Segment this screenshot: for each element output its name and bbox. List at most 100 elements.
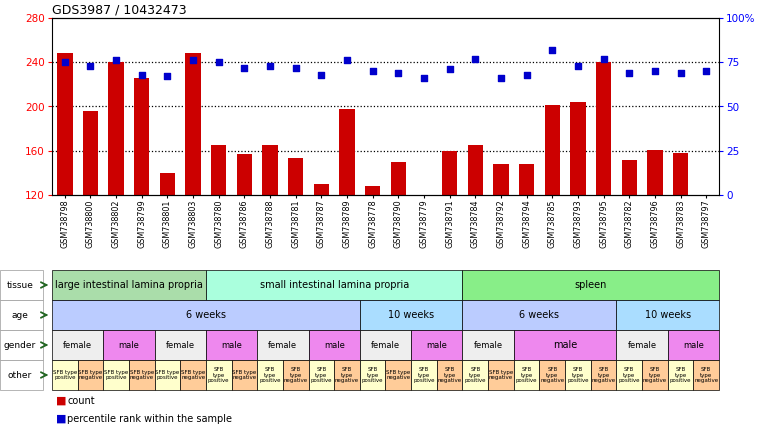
Point [623, 69, 636, 76]
Text: 10 weeks: 10 weeks [388, 310, 434, 320]
Text: SFB
type
positive: SFB type positive [259, 367, 281, 383]
Bar [390, 162, 406, 195]
Point [444, 66, 456, 73]
Bar [519, 164, 534, 195]
Text: SFB type
negative: SFB type negative [79, 369, 102, 381]
Point [469, 55, 481, 62]
Point [161, 73, 173, 80]
Text: SFB type
negative: SFB type negative [232, 369, 257, 381]
Text: SFB type
negative: SFB type negative [386, 369, 410, 381]
Point [110, 57, 122, 64]
Text: male: male [553, 340, 577, 350]
Bar [83, 111, 99, 195]
Text: female: female [627, 341, 656, 349]
Text: 6 weeks: 6 weeks [186, 310, 226, 320]
Text: 6 weeks: 6 weeks [520, 310, 559, 320]
Bar [186, 53, 201, 195]
Text: SFB
type
positive: SFB type positive [208, 367, 229, 383]
Point [546, 46, 558, 53]
Text: female: female [474, 341, 503, 349]
Bar [160, 173, 175, 195]
Text: SFB
type
positive: SFB type positive [413, 367, 435, 383]
Text: SFB
type
negative: SFB type negative [438, 367, 461, 383]
Point [700, 67, 712, 75]
Text: age: age [11, 310, 28, 320]
Bar [673, 153, 688, 195]
Bar [108, 62, 124, 195]
Point [675, 69, 687, 76]
Point [187, 57, 199, 64]
Text: male: male [683, 341, 704, 349]
Bar [416, 195, 432, 196]
Point [367, 67, 379, 75]
Text: SFB type
negative: SFB type negative [489, 369, 513, 381]
Text: male: male [324, 341, 345, 349]
Point [316, 71, 328, 78]
Bar [262, 145, 278, 195]
Bar [442, 151, 458, 195]
Point [597, 55, 610, 62]
Text: SFB type
positive: SFB type positive [53, 369, 77, 381]
Text: small intestinal lamina propria: small intestinal lamina propria [260, 280, 409, 290]
Point [341, 57, 353, 64]
Point [520, 71, 533, 78]
Text: SFB type
negative: SFB type negative [181, 369, 206, 381]
Text: SFB type
positive: SFB type positive [104, 369, 128, 381]
Text: percentile rank within the sample: percentile rank within the sample [67, 414, 232, 424]
Point [649, 67, 661, 75]
Text: SFB
type
negative: SFB type negative [694, 367, 718, 383]
Text: tissue: tissue [6, 281, 33, 289]
Text: male: male [221, 341, 242, 349]
Text: female: female [63, 341, 92, 349]
Text: male: male [118, 341, 139, 349]
Text: SFB
type
positive: SFB type positive [311, 367, 332, 383]
Text: SFB
type
negative: SFB type negative [540, 367, 565, 383]
Point [136, 71, 148, 78]
Text: SFB
type
negative: SFB type negative [283, 367, 308, 383]
Bar [468, 145, 483, 195]
Text: other: other [8, 370, 32, 380]
Bar [314, 184, 329, 195]
Point [59, 59, 71, 66]
Bar [494, 164, 509, 195]
Bar [288, 159, 303, 195]
Text: SFB
type
negative: SFB type negative [591, 367, 616, 383]
Bar [365, 186, 380, 195]
Text: ■: ■ [56, 414, 66, 424]
Bar [647, 150, 662, 195]
Text: GDS3987 / 10432473: GDS3987 / 10432473 [52, 4, 186, 17]
Text: SFB
type
negative: SFB type negative [335, 367, 359, 383]
Text: SFB
type
positive: SFB type positive [619, 367, 640, 383]
Point [238, 64, 251, 71]
Point [418, 75, 430, 82]
Point [571, 62, 584, 69]
Point [290, 64, 302, 71]
Bar [596, 62, 611, 195]
Text: large intestinal lamina propria: large intestinal lamina propria [55, 280, 203, 290]
Text: ■: ■ [56, 396, 66, 406]
Text: female: female [268, 341, 297, 349]
Point [392, 69, 404, 76]
Text: count: count [67, 396, 95, 406]
Bar [622, 159, 637, 195]
Point [264, 62, 276, 69]
Bar [339, 109, 354, 195]
Text: SFB
type
negative: SFB type negative [643, 367, 667, 383]
Bar [57, 53, 73, 195]
Text: female: female [166, 341, 195, 349]
Text: SFB
type
positive: SFB type positive [567, 367, 588, 383]
Text: male: male [426, 341, 447, 349]
Text: SFB type
negative: SFB type negative [130, 369, 154, 381]
Bar [134, 78, 150, 195]
Text: spleen: spleen [575, 280, 607, 290]
Text: SFB
type
positive: SFB type positive [465, 367, 486, 383]
Text: 10 weeks: 10 weeks [645, 310, 691, 320]
Text: SFB
type
positive: SFB type positive [670, 367, 691, 383]
Point [212, 59, 225, 66]
Point [495, 75, 507, 82]
Bar [211, 145, 226, 195]
Text: SFB type
positive: SFB type positive [155, 369, 180, 381]
Point [84, 62, 96, 69]
Text: SFB
type
positive: SFB type positive [362, 367, 384, 383]
Text: gender: gender [4, 341, 36, 349]
